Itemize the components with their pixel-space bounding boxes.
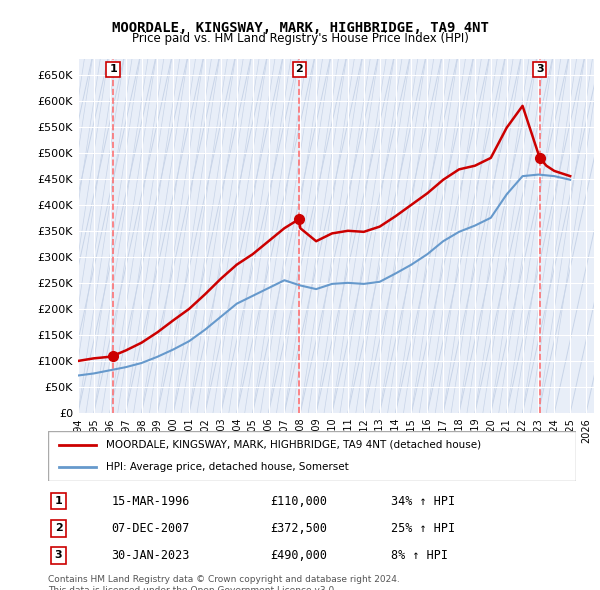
- Text: HPI: Average price, detached house, Somerset: HPI: Average price, detached house, Some…: [106, 462, 349, 472]
- Text: £110,000: £110,000: [270, 494, 327, 507]
- Text: £490,000: £490,000: [270, 549, 327, 562]
- Text: MOORDALE, KINGSWAY, MARK, HIGHBRIDGE, TA9 4NT: MOORDALE, KINGSWAY, MARK, HIGHBRIDGE, TA…: [112, 21, 488, 35]
- Text: 8% ↑ HPI: 8% ↑ HPI: [391, 549, 448, 562]
- Text: 15-MAR-1996: 15-MAR-1996: [112, 494, 190, 507]
- Text: 3: 3: [55, 550, 62, 560]
- Text: 3: 3: [536, 64, 544, 74]
- FancyBboxPatch shape: [48, 431, 576, 481]
- Text: 2: 2: [295, 64, 303, 74]
- Text: £372,500: £372,500: [270, 522, 327, 535]
- Text: Contains HM Land Registry data © Crown copyright and database right 2024.
This d: Contains HM Land Registry data © Crown c…: [48, 575, 400, 590]
- Text: Price paid vs. HM Land Registry's House Price Index (HPI): Price paid vs. HM Land Registry's House …: [131, 32, 469, 45]
- Text: 1: 1: [55, 496, 62, 506]
- Text: 25% ↑ HPI: 25% ↑ HPI: [391, 522, 455, 535]
- Text: 2: 2: [55, 523, 62, 533]
- Text: 1: 1: [109, 64, 117, 74]
- Text: 34% ↑ HPI: 34% ↑ HPI: [391, 494, 455, 507]
- Text: MOORDALE, KINGSWAY, MARK, HIGHBRIDGE, TA9 4NT (detached house): MOORDALE, KINGSWAY, MARK, HIGHBRIDGE, TA…: [106, 440, 481, 450]
- Text: 30-JAN-2023: 30-JAN-2023: [112, 549, 190, 562]
- Text: 07-DEC-2007: 07-DEC-2007: [112, 522, 190, 535]
